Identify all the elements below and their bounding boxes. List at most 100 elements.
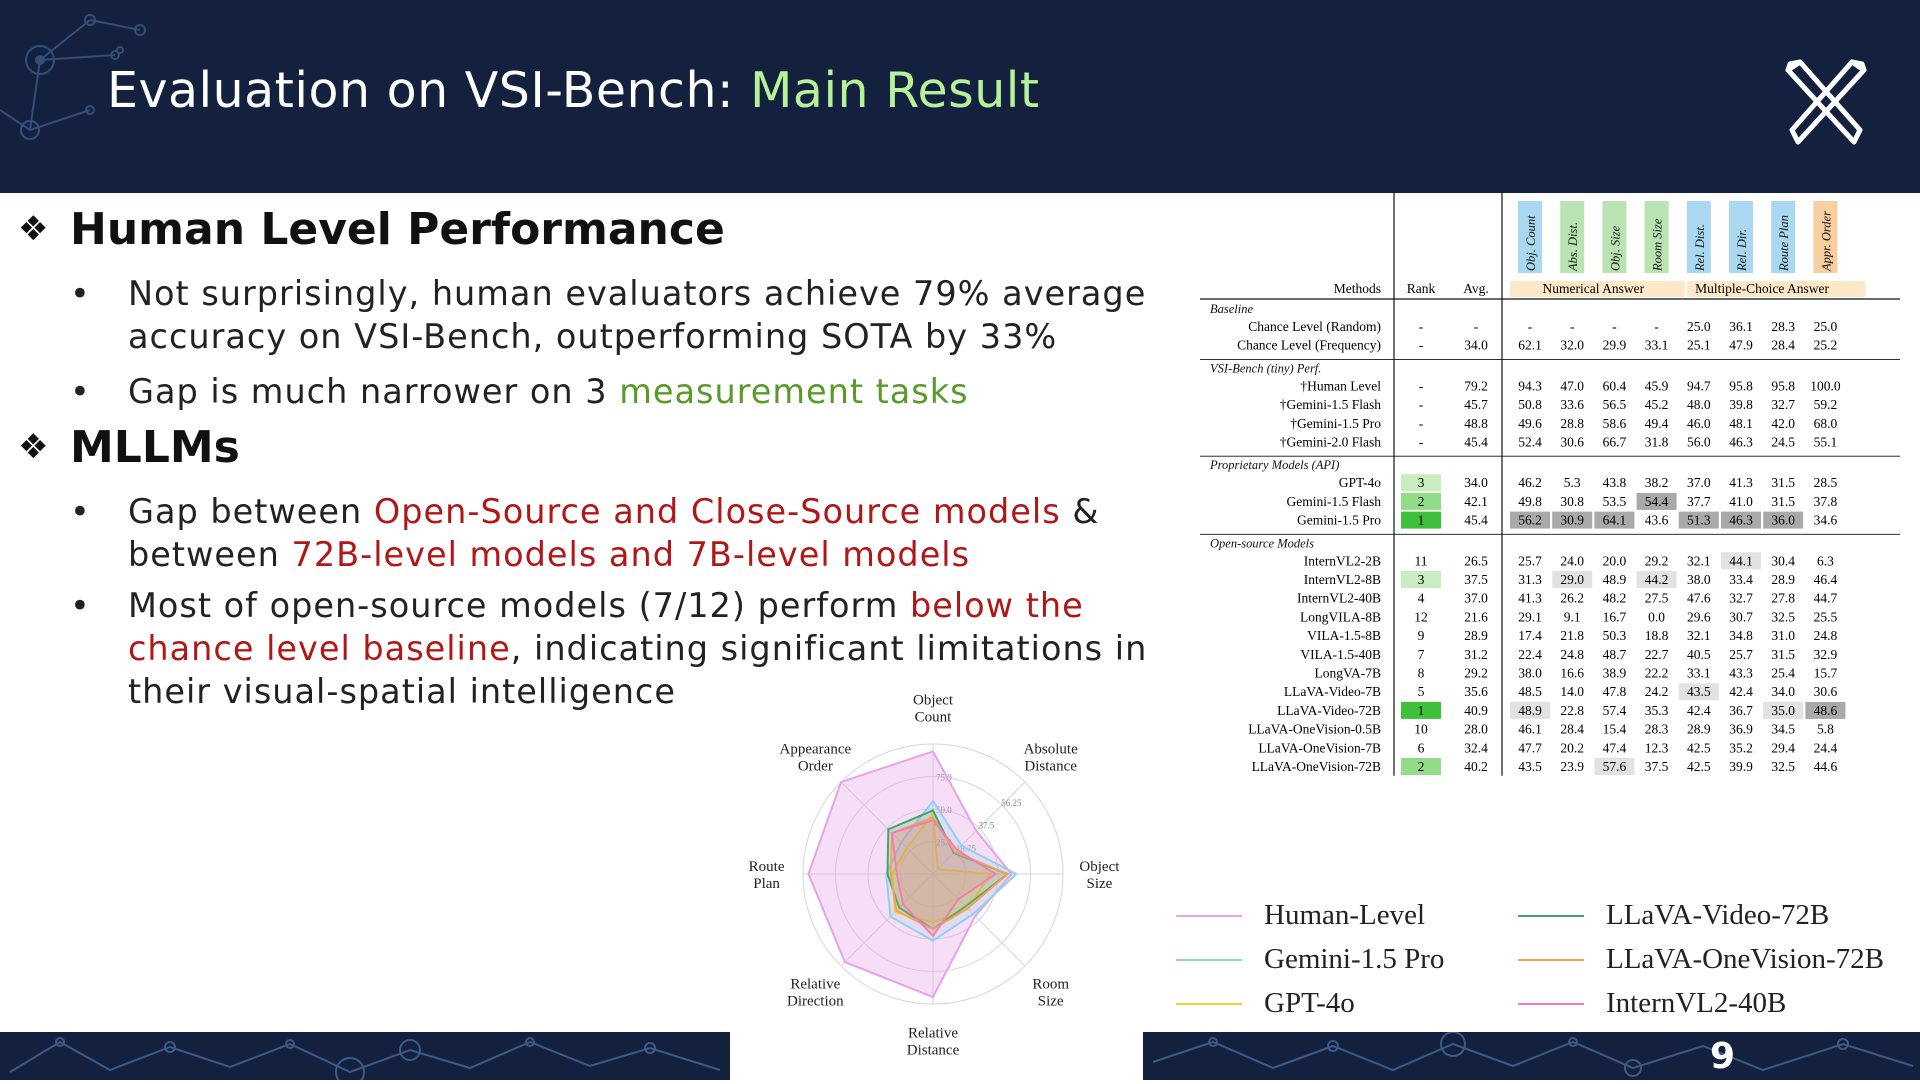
table-cell: 94.7 [1687, 378, 1711, 393]
table-cell: 22.2 [1645, 666, 1669, 681]
radar-axis-label-line: Size [1038, 994, 1064, 1010]
radar-ring-label: 56.25 [1001, 798, 1022, 808]
radar-axis-label-line: Distance [1024, 758, 1077, 774]
table-cell: 38.2 [1645, 475, 1669, 490]
row-method: †Gemini-1.5 Pro [1290, 416, 1381, 431]
row-avg: 21.6 [1464, 609, 1488, 624]
column-header-box [1602, 201, 1627, 273]
table-cell: 57.6 [1603, 759, 1627, 774]
table-cell: 31.0 [1771, 628, 1795, 643]
table-cell: 28.3 [1645, 722, 1669, 737]
table-cell: 24.5 [1771, 435, 1795, 450]
table-cell: 24.2 [1645, 684, 1669, 699]
table-cell: 32.7 [1729, 591, 1753, 606]
row-rank: - [1419, 435, 1424, 450]
table-cell: 64.1 [1603, 513, 1627, 528]
table-cell: 43.6 [1645, 513, 1669, 528]
table-cell: 6.3 [1817, 553, 1834, 568]
table-cell: 28.5 [1814, 475, 1838, 490]
table-cell: 47.6 [1687, 591, 1711, 606]
table-cell: 94.3 [1518, 378, 1542, 393]
legend-item: InternVL2-40B [1606, 987, 1787, 1019]
row-avg: 45.4 [1464, 513, 1488, 528]
row-method: InternVL2-40B [1297, 591, 1381, 606]
legend-swatch [1176, 915, 1242, 917]
column-header-label: Obj. Size [1608, 225, 1622, 271]
row-rank: - [1419, 416, 1424, 431]
radar-axis-label-line: Count [915, 710, 953, 726]
table-cell: 24.8 [1560, 647, 1584, 662]
table-cell: 46.3 [1729, 513, 1753, 528]
row-avg: 42.1 [1464, 494, 1488, 509]
row-avg: 79.2 [1464, 378, 1488, 393]
table-cell: 47.8 [1603, 684, 1627, 699]
table-cell: 55.1 [1814, 435, 1838, 450]
cell-highlight [1805, 701, 1846, 719]
radar-spoke [840, 781, 934, 875]
table-cell: 48.7 [1603, 647, 1627, 662]
table-cell: 100.0 [1810, 378, 1841, 393]
table-cell: 28.4 [1771, 338, 1795, 353]
diamond-bullet-icon: ❖ [18, 209, 49, 249]
row-method: †Gemini-1.5 Flash [1280, 397, 1381, 412]
radar-axis-label-line: Size [1086, 876, 1112, 892]
table-cell: 43.5 [1687, 684, 1711, 699]
network-decoration-icon [1152, 1032, 1914, 1077]
radar-ring-label: 37.5 [979, 821, 995, 831]
bullet-text-part: & between [128, 492, 1100, 574]
table-cell: 52.4 [1518, 435, 1542, 450]
row-method: Chance Level (Random) [1248, 319, 1381, 334]
title-main: Evaluation on VSI-Bench: [107, 62, 751, 119]
table-cell: 40.5 [1687, 647, 1711, 662]
methods-header: Methods [1334, 281, 1381, 296]
bullet-text: Most of open-source models (7/12) perfor… [128, 584, 1218, 713]
bullet-text: Not surprisingly, human evaluators achie… [128, 272, 1218, 358]
column-header-label: Rel. Dist. [1693, 224, 1707, 272]
table-cell: 48.0 [1687, 397, 1711, 412]
table-cell: 30.9 [1560, 513, 1584, 528]
column-header-box [1644, 201, 1669, 273]
table-cell: 31.8 [1645, 435, 1669, 450]
footer-left-band [0, 1032, 730, 1080]
table-cell: 46.1 [1518, 722, 1542, 737]
table-cell: 25.1 [1687, 338, 1711, 353]
table-cell: 33.4 [1729, 572, 1753, 587]
row-rank: 8 [1418, 666, 1425, 681]
row-method: Gemini-1.5 Pro [1297, 513, 1381, 528]
slide-header: Evaluation on VSI-Bench: Main Result [0, 0, 1920, 193]
table-cell: 25.7 [1729, 647, 1753, 662]
radar-ring-label: 50.0 [936, 805, 952, 815]
row-rank: 6 [1418, 740, 1425, 755]
column-header-box [1686, 201, 1711, 273]
row-rank: - [1419, 378, 1424, 393]
table-cell: 31.3 [1518, 572, 1542, 587]
table-cell: - [1612, 319, 1617, 334]
table-cell: 36.7 [1729, 703, 1753, 718]
table-cell: 42.5 [1687, 740, 1711, 755]
table-cell: 45.9 [1645, 378, 1669, 393]
cell-highlight [1636, 571, 1677, 588]
table-cell: 18.8 [1645, 628, 1669, 643]
table-cell: 30.4 [1771, 553, 1795, 568]
radar-ring-label: 75.0 [936, 773, 952, 783]
table-cell: 16.6 [1560, 666, 1584, 681]
table-cell: 57.4 [1603, 703, 1627, 718]
table-cell: 48.9 [1518, 703, 1542, 718]
row-rank: - [1419, 397, 1424, 412]
table-cell: 20.0 [1603, 553, 1627, 568]
table-cell: 0.0 [1648, 609, 1665, 624]
radar-axis-label-line: Object [1079, 859, 1120, 875]
table-cell: 37.5 [1645, 759, 1669, 774]
radar-spoke [932, 873, 1026, 967]
row-method: †Gemini-2.0 Flash [1280, 435, 1381, 450]
row-rank: 9 [1418, 628, 1425, 643]
radar-axis-label-line: Direction [787, 994, 844, 1010]
table-cell: 29.9 [1603, 338, 1627, 353]
row-rank: 11 [1415, 553, 1428, 568]
table-cell: 32.1 [1687, 628, 1711, 643]
table-cell: 34.8 [1729, 628, 1753, 643]
table-cell: 17.4 [1518, 628, 1542, 643]
cell-highlight [1552, 571, 1593, 588]
table-cell: 38.9 [1603, 666, 1627, 681]
table-cell: 22.8 [1560, 703, 1584, 718]
